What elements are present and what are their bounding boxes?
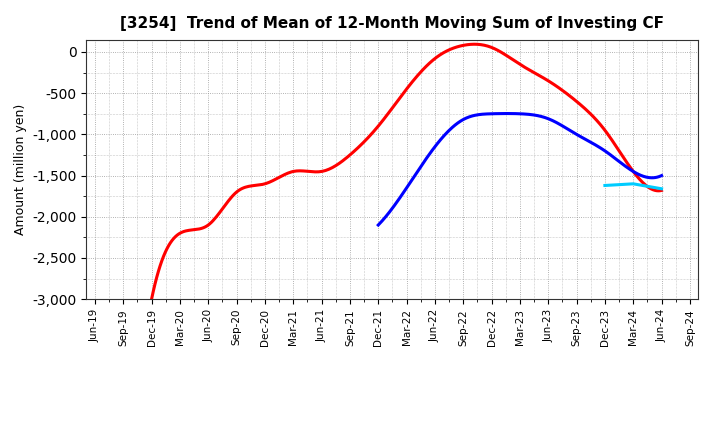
5 Years	[503, 111, 511, 116]
Line: 7 Years: 7 Years	[605, 184, 662, 189]
3 Years	[459, 43, 468, 48]
Line: 3 Years: 3 Years	[152, 44, 662, 299]
3 Years	[149, 289, 158, 294]
5 Years	[548, 118, 557, 123]
3 Years	[611, 143, 620, 148]
5 Years	[543, 116, 552, 121]
3 Years	[469, 42, 478, 47]
Y-axis label: Amount (million yen): Amount (million yen)	[14, 104, 27, 235]
5 Years	[657, 173, 666, 178]
7 Years	[629, 181, 637, 187]
3 Years	[451, 45, 459, 50]
3 Years	[657, 188, 666, 193]
7 Years	[657, 186, 666, 191]
3 Years	[148, 297, 156, 302]
5 Years	[374, 222, 382, 227]
3 Years	[579, 104, 588, 110]
3 Years	[449, 45, 458, 51]
5 Years	[613, 158, 622, 163]
Line: 5 Years: 5 Years	[378, 114, 662, 225]
5 Years	[375, 221, 384, 227]
5 Years	[544, 116, 552, 121]
5 Years	[631, 170, 640, 176]
Title: [3254]  Trend of Mean of 12-Month Moving Sum of Investing CF: [3254] Trend of Mean of 12-Month Moving …	[120, 16, 665, 32]
7 Years	[600, 183, 609, 188]
